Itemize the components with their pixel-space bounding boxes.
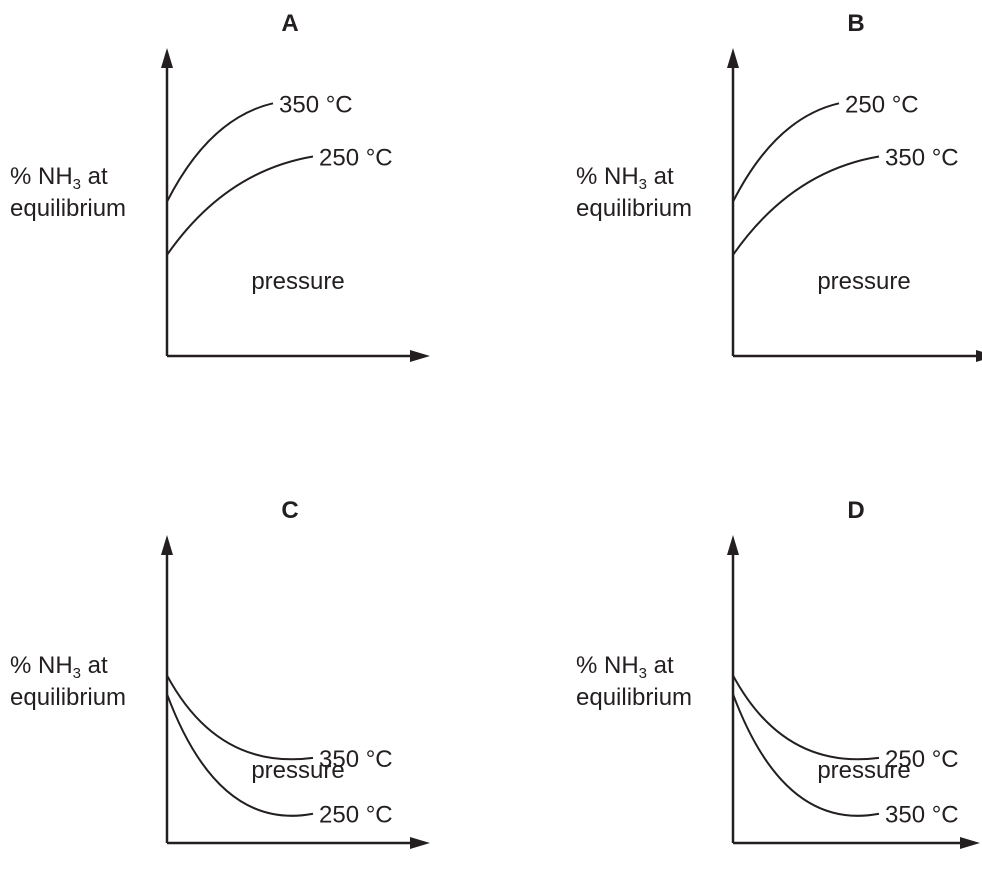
series-line xyxy=(166,693,314,817)
panel-title: B xyxy=(847,10,865,37)
y-axis-label: % NH3 at equilibrium xyxy=(576,652,693,711)
panel-title: A xyxy=(281,10,299,37)
plot-area: 350 °C 250 °C xyxy=(161,535,430,849)
series-line xyxy=(732,674,880,761)
x-axis-label: pressure xyxy=(817,757,911,784)
series-line xyxy=(732,155,880,256)
x-axis-arrowhead xyxy=(960,837,980,849)
y-axis-label: % NH3 at equilibrium xyxy=(10,652,127,711)
y-axis-label: % NH3 at equilibrium xyxy=(10,163,127,222)
plot-area: 350 °C 250 °C xyxy=(161,48,430,362)
panel-title: C xyxy=(281,497,299,524)
series-label: 350 °C xyxy=(885,145,959,172)
series-line xyxy=(166,674,314,761)
y-axis-arrowhead xyxy=(727,535,739,555)
series-label: 250 °C xyxy=(319,145,393,172)
x-axis-arrowhead xyxy=(410,350,430,362)
y-axis-label: % NH3 at equilibrium xyxy=(576,163,693,222)
y-axis-arrowhead xyxy=(727,48,739,68)
series-label: 250 °C xyxy=(319,802,393,829)
series-label: 350 °C xyxy=(319,746,393,773)
series-label: 250 °C xyxy=(845,91,919,118)
series-line xyxy=(732,693,880,817)
panel-title: D xyxy=(847,497,865,524)
series-label: 250 °C xyxy=(885,746,959,773)
x-axis-arrowhead xyxy=(976,350,982,362)
series-line xyxy=(166,102,274,203)
plot-area: 250 °C 350 °C xyxy=(727,48,982,362)
x-axis-label: pressure xyxy=(251,268,345,295)
series-label: 350 °C xyxy=(279,91,353,118)
series-label: 350 °C xyxy=(885,802,959,829)
series-line xyxy=(732,102,840,203)
plot-area: 250 °C 350 °C xyxy=(727,535,980,849)
x-axis-label: pressure xyxy=(251,757,345,784)
x-axis-arrowhead xyxy=(410,837,430,849)
y-axis-arrowhead xyxy=(161,48,173,68)
y-axis-arrowhead xyxy=(161,535,173,555)
series-line xyxy=(166,155,314,256)
x-axis-label: pressure xyxy=(817,268,911,295)
